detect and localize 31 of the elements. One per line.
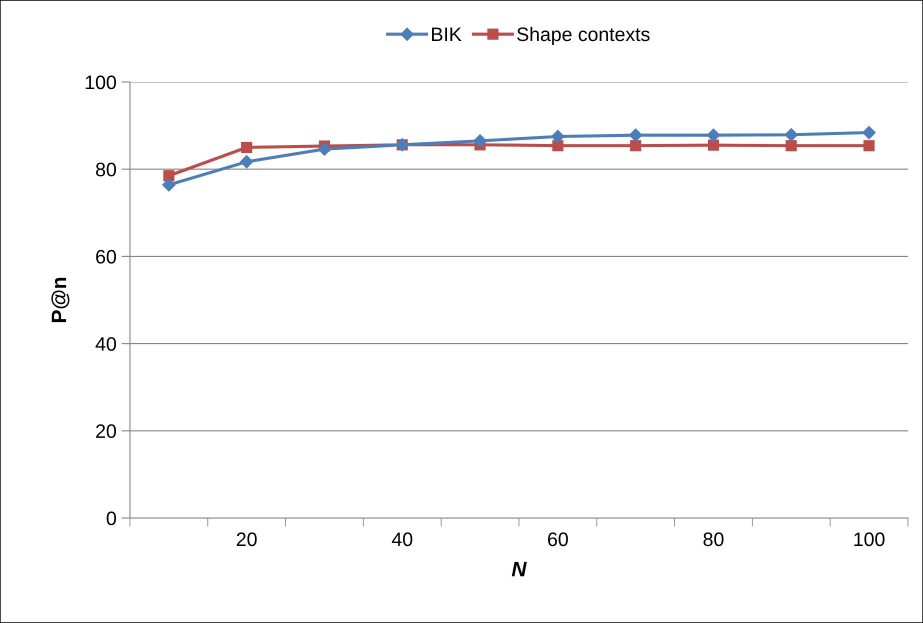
y-tick-label: 20 — [96, 424, 116, 438]
point — [318, 142, 332, 156]
point — [240, 155, 254, 168]
legend-label: Shape contexts — [517, 26, 650, 46]
legend-label: BIK — [432, 28, 462, 42]
y-tick-label: 100 — [86, 75, 116, 90]
point — [552, 140, 564, 152]
point — [862, 126, 876, 140]
point — [473, 134, 487, 148]
x-axis-title: N — [512, 562, 527, 576]
point — [708, 140, 720, 151]
y-axis-title: P@n — [51, 278, 70, 322]
point — [241, 142, 252, 153]
point — [864, 140, 875, 152]
y-tick-label: 40 — [96, 337, 116, 351]
x-tick-label: 40 — [392, 532, 412, 546]
point — [629, 128, 642, 142]
y-tick-label: 60 — [96, 250, 116, 264]
y-tick-label: 0 — [106, 511, 116, 526]
point — [162, 178, 176, 192]
x-tick-label: 20 — [236, 532, 257, 546]
point — [630, 140, 642, 152]
point — [551, 130, 564, 144]
y-tick-label: 80 — [96, 162, 116, 176]
point — [784, 128, 798, 142]
point — [706, 128, 720, 142]
x-tick-label: 100 — [854, 532, 885, 546]
x-tick-label: 60 — [548, 532, 568, 546]
point — [163, 170, 174, 182]
point — [786, 140, 797, 152]
x-tick-label: 80 — [703, 532, 724, 546]
